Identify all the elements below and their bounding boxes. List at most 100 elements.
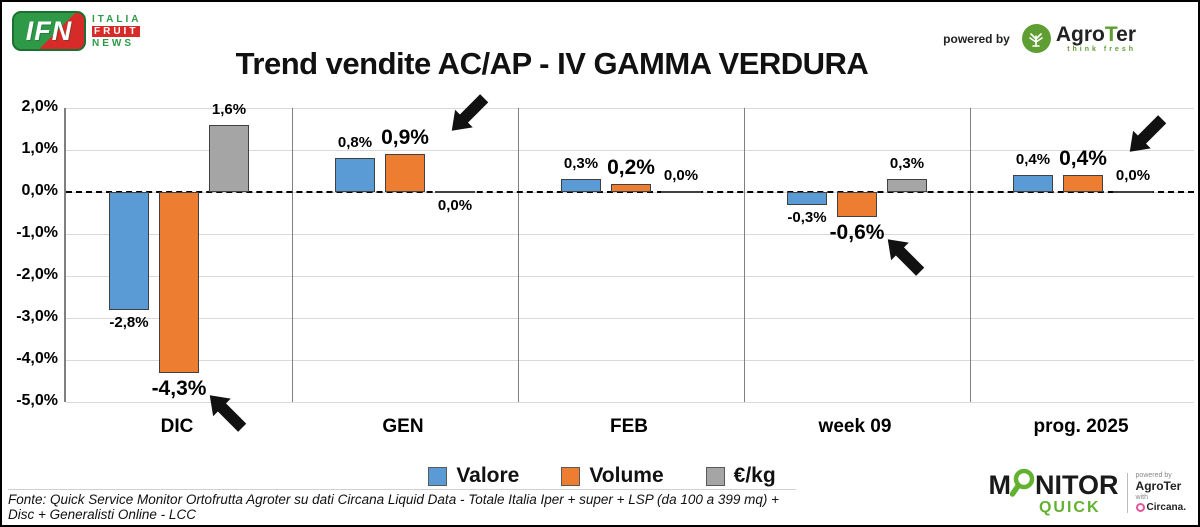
powered-by-label: powered by [943, 31, 1010, 46]
monitor-word-m: M [988, 470, 1012, 500]
legend-swatch-valore [428, 466, 448, 486]
legend-swatch-volume [561, 466, 581, 486]
legend-swatch-eur-kg [705, 466, 725, 486]
bar-valore-gen [335, 158, 375, 192]
gridline [66, 234, 1194, 235]
agroter-tree-icon [1021, 24, 1051, 53]
y-tick-label: 1,0% [21, 140, 58, 157]
monitor-word-quick: QUICK [1038, 499, 1101, 516]
bar-volume-prog-2025 [1063, 175, 1103, 192]
bar-value-label: -4,3% [151, 376, 207, 400]
legend-item-eur-kg: €/kg [705, 464, 776, 488]
bar-value-label: 0,4% [1059, 147, 1107, 171]
ifn-badge: IFN [12, 11, 86, 51]
legend-label-eur-kg: €/kg [733, 464, 776, 487]
arrow-down-left-icon [1121, 111, 1171, 161]
bar-value-label: 0,2% [607, 155, 655, 179]
monitor-wordmark: M NITOR QUICK [989, 468, 1119, 517]
legend-item-valore: Valore [428, 464, 519, 488]
gridline [66, 276, 1194, 277]
monitor-circana: Circana. [1135, 502, 1186, 514]
panel-separator [292, 108, 293, 402]
agroter-word-mid: T [1104, 23, 1117, 46]
bar-value-label: -2,8% [109, 313, 149, 331]
bar-value-label: 0,3% [889, 155, 925, 173]
gridline [66, 318, 1194, 319]
category-label-prog-2025: prog. 2025 [1033, 416, 1129, 437]
bar-valore-week-09 [787, 192, 827, 205]
y-tick-label: 2,0% [21, 98, 58, 115]
chart-legend: Valore Volume €/kg [2, 464, 1198, 488]
arrow-up-left-icon [201, 386, 251, 436]
monitor-quick-logo: M NITOR QUICK powered by AgroTer with Ci… [984, 466, 1190, 519]
magnifier-icon [1009, 468, 1036, 503]
bar--kg-gen [435, 191, 475, 193]
bar-volume-feb [611, 183, 651, 192]
agroter-word-post: er [1116, 23, 1136, 46]
monitor-powered-block: powered by AgroTer with Circana. [1135, 471, 1186, 514]
bar-value-label: 0,0% [663, 167, 699, 184]
zero-baseline [66, 191, 1194, 193]
bar-value-label: 0,8% [337, 134, 373, 152]
panel-separator [518, 108, 519, 402]
legend-label-volume: Volume [589, 464, 664, 487]
bar-value-label: 0,0% [1115, 167, 1151, 184]
bar-value-label: 0,3% [563, 155, 599, 173]
bar-value-label: 0,9% [381, 126, 429, 150]
ifn-line-news: NEWS [92, 37, 134, 49]
bar-valore-dic [109, 192, 149, 310]
agroter-word-pre: Agro [1055, 23, 1105, 46]
bar-valore-prog-2025 [1013, 175, 1053, 192]
monitor-with: with [1135, 493, 1148, 501]
category-label-dic: DIC [160, 416, 194, 437]
bar--kg-dic [209, 124, 249, 192]
ifn-line-italia: ITALIA [92, 13, 142, 25]
monitor-word-nitor: NITOR [1035, 470, 1119, 500]
y-tick-label: -5,0% [16, 392, 58, 409]
ifn-line-fruit: FRUIT [92, 25, 141, 37]
legend-label-valore: Valore [456, 464, 520, 487]
y-tick-label: -2,0% [16, 266, 58, 283]
bar-volume-week-09 [837, 192, 877, 218]
plot-area: -2,8% 0,8% 0,3% -0,3% 0,4% -4,3% 0,9% 0,2% -0,6%… [64, 101, 1194, 403]
agroter-tagline: think fresh [1067, 46, 1136, 53]
bar-value-label: 0,0% [437, 197, 473, 214]
arrow-down-left-icon [443, 90, 493, 140]
monitor-agroter: AgroTer [1135, 478, 1182, 493]
chart-area: 2,0% 1,0% 0,0% -1,0% -2,0% -3,0% -4,0% -5,0% -2… [2, 2, 1198, 462]
agroter-wordmark: AgroTer think fresh [1056, 24, 1136, 53]
monitor-powered-by: powered by [1135, 471, 1172, 479]
ifn-logo: IFN ITALIA FRUIT NEWS [12, 11, 141, 51]
panel-separator [744, 108, 745, 402]
y-tick-label: -3,0% [16, 308, 58, 325]
agroter-logo: AgroTer think fresh [1021, 24, 1136, 53]
bar-value-label: 1,6% [211, 100, 247, 118]
bar--kg-feb [661, 191, 701, 193]
bar-volume-gen [385, 154, 425, 192]
category-label-gen: GEN [382, 416, 424, 437]
y-tick-label: -1,0% [16, 224, 58, 241]
category-label-week-09: week 09 [818, 416, 892, 437]
bar-value-label: -0,3% [787, 208, 827, 226]
powered-by-agroter: powered by AgroTer t [943, 24, 1136, 53]
chart-title: Trend vendite AC/AP - IV GAMMA VERDURA [235, 46, 869, 81]
gridline [66, 402, 1194, 403]
gridline [66, 108, 1194, 109]
category-label-feb: FEB [610, 416, 648, 437]
y-tick-label: 0,0% [21, 182, 58, 199]
bar--kg-week-09 [887, 179, 927, 192]
arrow-up-left-icon [879, 231, 929, 281]
divider [1126, 472, 1128, 513]
bar-valore-feb [561, 179, 601, 192]
y-tick-label: -4,0% [16, 350, 58, 367]
bar-value-label: 0,4% [1015, 151, 1051, 169]
panel-separator [970, 108, 971, 402]
gridline [66, 360, 1194, 361]
ifn-wordmark: ITALIA FRUIT NEWS [92, 14, 141, 49]
source-note: Fonte: Quick Service Monitor Ortofrutta … [8, 489, 796, 522]
legend-item-volume: Volume [561, 464, 664, 488]
bar-volume-dic [159, 192, 199, 373]
bar-value-label: -0,6% [829, 221, 885, 245]
bar--kg-prog-2025 [1113, 191, 1153, 193]
